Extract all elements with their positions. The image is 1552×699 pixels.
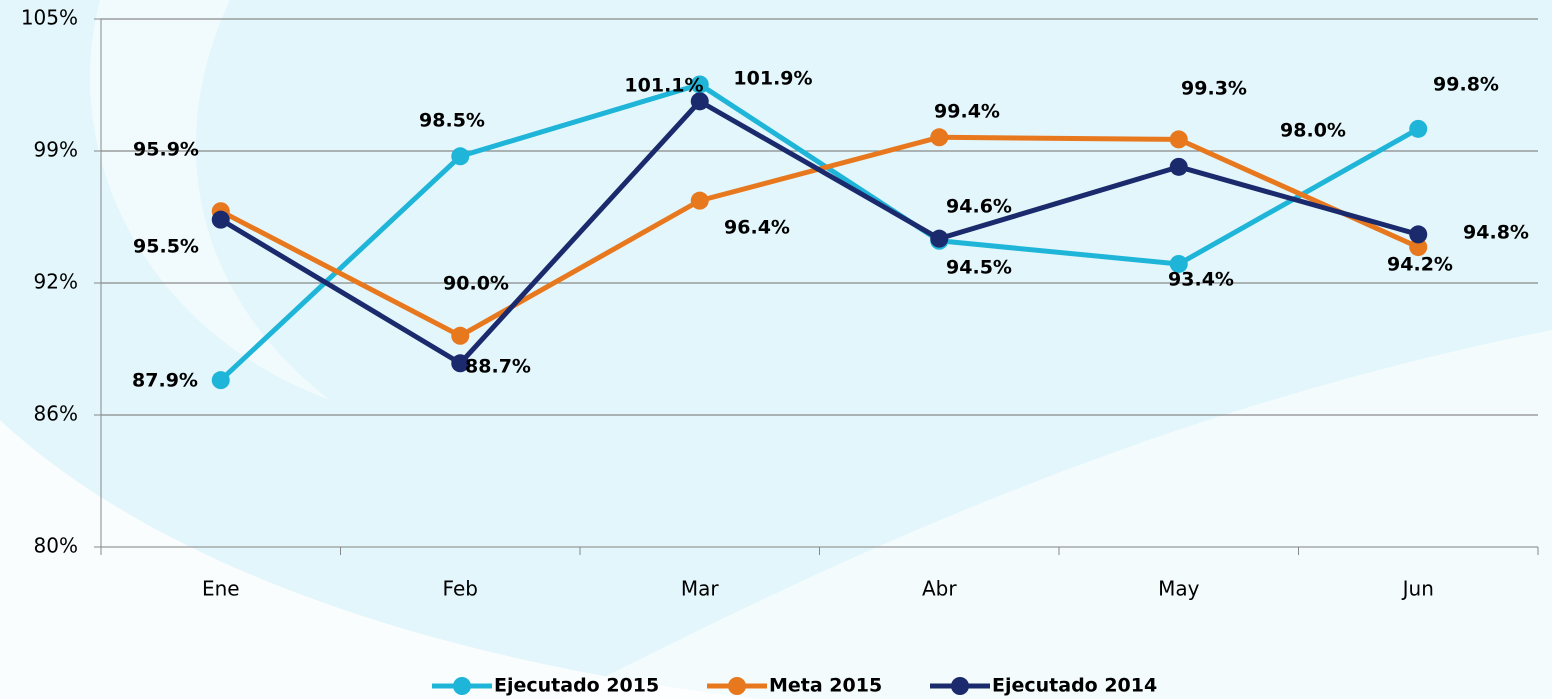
legend-marker (951, 677, 969, 695)
series-line (219, 81, 1420, 382)
data-label: 94.8% (1463, 222, 1529, 244)
x-tick-label: Feb (443, 577, 478, 601)
data-label: 90.0% (443, 273, 509, 295)
x-tick-label: Ene (202, 577, 240, 601)
data-label: 88.7% (465, 356, 531, 378)
data-label: 98.0% (1280, 120, 1346, 142)
y-tick-label: 99% (34, 138, 78, 162)
y-tick-label: 86% (34, 402, 78, 426)
legend-label: Ejecutado 2014 (992, 675, 1157, 697)
data-label: 101.9% (733, 68, 812, 90)
data-label: 95.9% (133, 139, 199, 161)
x-tick-label: Abr (922, 577, 957, 601)
x-tick-label: May (1158, 577, 1200, 601)
data-label: 101.1% (624, 75, 703, 97)
point (930, 128, 949, 147)
data-label: 99.8% (1433, 74, 1499, 96)
point (211, 371, 230, 390)
data-label: 95.5% (133, 236, 199, 258)
data-label: 93.4% (1168, 269, 1234, 291)
x-tick-label: Jun (1401, 577, 1434, 601)
data-label: 94.6% (946, 196, 1012, 218)
legend-label: Ejecutado 2015 (494, 675, 659, 697)
point (1409, 225, 1428, 244)
data-label: 99.3% (1181, 78, 1247, 100)
point (451, 147, 470, 166)
x-tick-label: Mar (681, 577, 720, 601)
point (690, 75, 709, 94)
data-label: 94.2% (1387, 254, 1453, 276)
data-label: 96.4% (724, 217, 790, 239)
legend-marker (453, 677, 471, 695)
series-line (219, 98, 1419, 366)
point (690, 92, 709, 111)
point (1169, 130, 1188, 149)
point (930, 229, 949, 248)
background-swoosh (0, 420, 760, 699)
legend-label: Meta 2015 (769, 675, 882, 697)
point (451, 326, 470, 345)
y-tick-label: 92% (34, 270, 78, 294)
point (1169, 157, 1188, 176)
y-tick-label: 105% (21, 6, 78, 30)
data-label: 99.4% (934, 101, 1000, 123)
point (1409, 238, 1428, 257)
data-label: 87.9% (132, 370, 198, 392)
y-tick-label: 80% (34, 534, 78, 558)
point (690, 191, 709, 210)
point (1169, 254, 1188, 273)
point (1409, 119, 1428, 138)
legend-marker (728, 677, 746, 695)
background-swoosh (89, 0, 330, 400)
data-label: 94.5% (946, 257, 1012, 279)
point (451, 354, 470, 373)
data-label: 98.5% (419, 110, 485, 132)
background-swoosh (560, 330, 1552, 699)
point (211, 210, 230, 229)
